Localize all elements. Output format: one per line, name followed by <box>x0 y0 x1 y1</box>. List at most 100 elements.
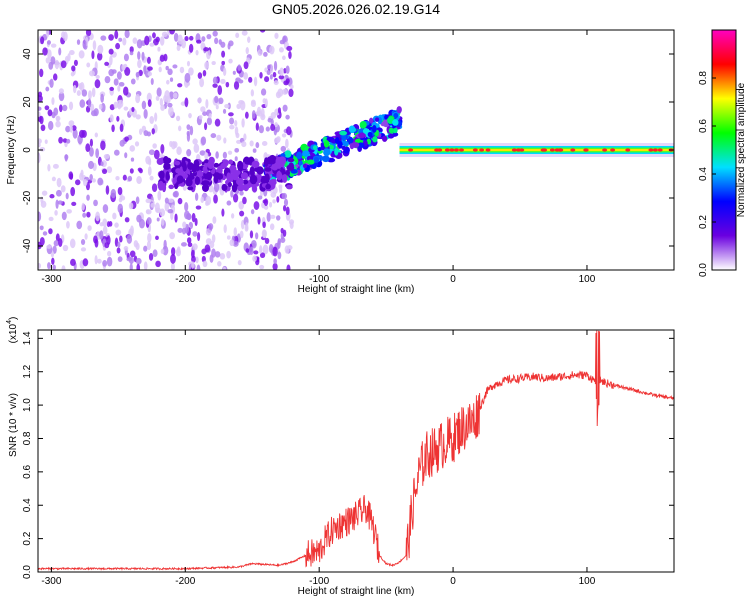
spec-band-blob <box>161 182 167 193</box>
snr-panel: -300 -200 -100 0 100 0.0 0.2 0.4 0.6 0.8 1.0 1.2 1.… <box>6 317 675 597</box>
spec-noise-blob <box>66 138 71 144</box>
spec-band-blob <box>286 184 293 190</box>
spec-noise-blob <box>47 120 54 131</box>
spec-noise-blob <box>228 58 233 64</box>
spec-band-blob <box>217 173 224 180</box>
spec-noise-blob <box>167 102 173 108</box>
spec-noise-blob <box>213 182 220 193</box>
spec-noise-blob <box>130 78 136 85</box>
spec-carrier-peak <box>458 148 464 152</box>
spec-noise-blob <box>249 230 254 239</box>
spec-signal-blob <box>307 159 315 165</box>
spec-noise-blob <box>249 140 254 147</box>
spec-noise-blob <box>69 124 73 133</box>
spec-noise-blob <box>152 32 156 39</box>
spec-noise-blob <box>227 150 233 155</box>
spec-carrier-peak <box>648 148 654 152</box>
spec-band-blob <box>228 159 234 165</box>
spec-signal-blob <box>334 148 339 156</box>
spec-noise-blob <box>243 61 249 70</box>
spec-noise-blob <box>261 140 268 146</box>
spec-noise-blob <box>82 39 87 49</box>
snr-y-tick-label: 0.6 <box>22 464 33 478</box>
spec-noise-blob <box>284 245 290 254</box>
spec-signal-blob <box>392 119 399 126</box>
spec-noise-blob <box>199 77 205 88</box>
spec-noise-blob <box>288 51 292 60</box>
spec-noise-blob <box>132 37 138 44</box>
spec-noise-blob <box>209 254 214 263</box>
spec-band-blob <box>237 160 244 171</box>
spec-noise-blob <box>160 104 165 111</box>
spec-noise-blob <box>100 140 106 151</box>
spec-noise-blob <box>227 42 231 50</box>
spec-noise-blob <box>71 201 77 207</box>
spec-noise-blob <box>255 232 259 240</box>
spec-band-blob <box>270 178 277 183</box>
spec-noise-blob <box>197 97 202 104</box>
spec-noise-blob <box>104 75 111 84</box>
spec-noise-blob <box>169 140 173 147</box>
spec-signal-blob <box>323 148 331 157</box>
spec-noise-blob <box>93 199 98 207</box>
spec-noise-blob <box>233 227 238 237</box>
spec-noise-blob <box>128 256 134 265</box>
spec-noise-blob <box>86 62 91 68</box>
spec-noise-blob <box>147 166 152 176</box>
spec-noise-blob <box>45 57 51 64</box>
spec-noise-blob <box>243 133 247 141</box>
spec-noise-blob <box>118 37 123 42</box>
spec-noise-blob <box>214 37 219 45</box>
spec-noise-blob <box>286 264 291 270</box>
spec-noise-blob <box>115 229 122 236</box>
spec-noise-blob <box>238 99 244 105</box>
spec-noise-blob <box>231 213 235 219</box>
spec-noise-blob <box>83 178 88 187</box>
spec-noise-blob <box>137 59 142 69</box>
spec-noise-blob <box>55 115 61 122</box>
spec-noise-blob <box>155 235 159 241</box>
spec-signal-blob <box>359 120 367 129</box>
spec-noise-blob <box>46 244 52 249</box>
spec-noise-blob <box>124 136 129 142</box>
snr-x-tick-label: -300 <box>41 576 61 587</box>
spec-noise-blob <box>266 212 271 222</box>
spec-noise-blob <box>204 61 209 70</box>
spec-noise-blob <box>208 113 212 119</box>
spec-noise-blob <box>184 72 191 83</box>
spec-noise-blob <box>200 106 206 113</box>
spec-noise-blob <box>212 76 218 85</box>
spec-noise-blob <box>117 85 121 92</box>
spec-noise-blob <box>91 178 96 183</box>
spec-noise-blob <box>100 35 107 41</box>
spec-noise-blob <box>232 70 236 75</box>
spec-noise-blob <box>89 70 95 77</box>
spec-noise-blob <box>91 50 95 60</box>
spec-noise-blob <box>124 30 130 39</box>
spec-noise-blob <box>155 260 161 268</box>
spec-band-blob <box>264 173 270 184</box>
spec-noise-blob <box>130 157 135 162</box>
spec-noise-blob <box>76 220 83 230</box>
spec-noise-blob <box>186 149 192 157</box>
spec-noise-blob <box>80 247 87 252</box>
spec-noise-blob <box>277 251 282 260</box>
spec-noise-blob <box>61 211 67 221</box>
snr-y-tick-label: 0.4 <box>22 498 33 512</box>
spec-noise-blob <box>102 226 108 235</box>
spec-noise-blob <box>112 212 117 220</box>
spec-signal-blob <box>341 140 349 147</box>
spec-noise-blob <box>126 234 133 244</box>
spec-noise-blob <box>275 215 281 221</box>
spec-noise-blob <box>129 51 134 56</box>
spec-noise-blob <box>128 202 134 210</box>
spec-noise-blob <box>216 134 222 141</box>
spec-noise-blob <box>150 202 156 208</box>
spec-noise-blob <box>196 39 202 44</box>
spec-noise-blob <box>99 230 104 240</box>
spec-noise-blob <box>51 97 55 106</box>
spec-noise-blob <box>56 177 62 188</box>
spec-noise-blob <box>252 255 257 262</box>
spec-noise-blob <box>205 228 212 236</box>
spec-noise-blob <box>144 35 150 46</box>
